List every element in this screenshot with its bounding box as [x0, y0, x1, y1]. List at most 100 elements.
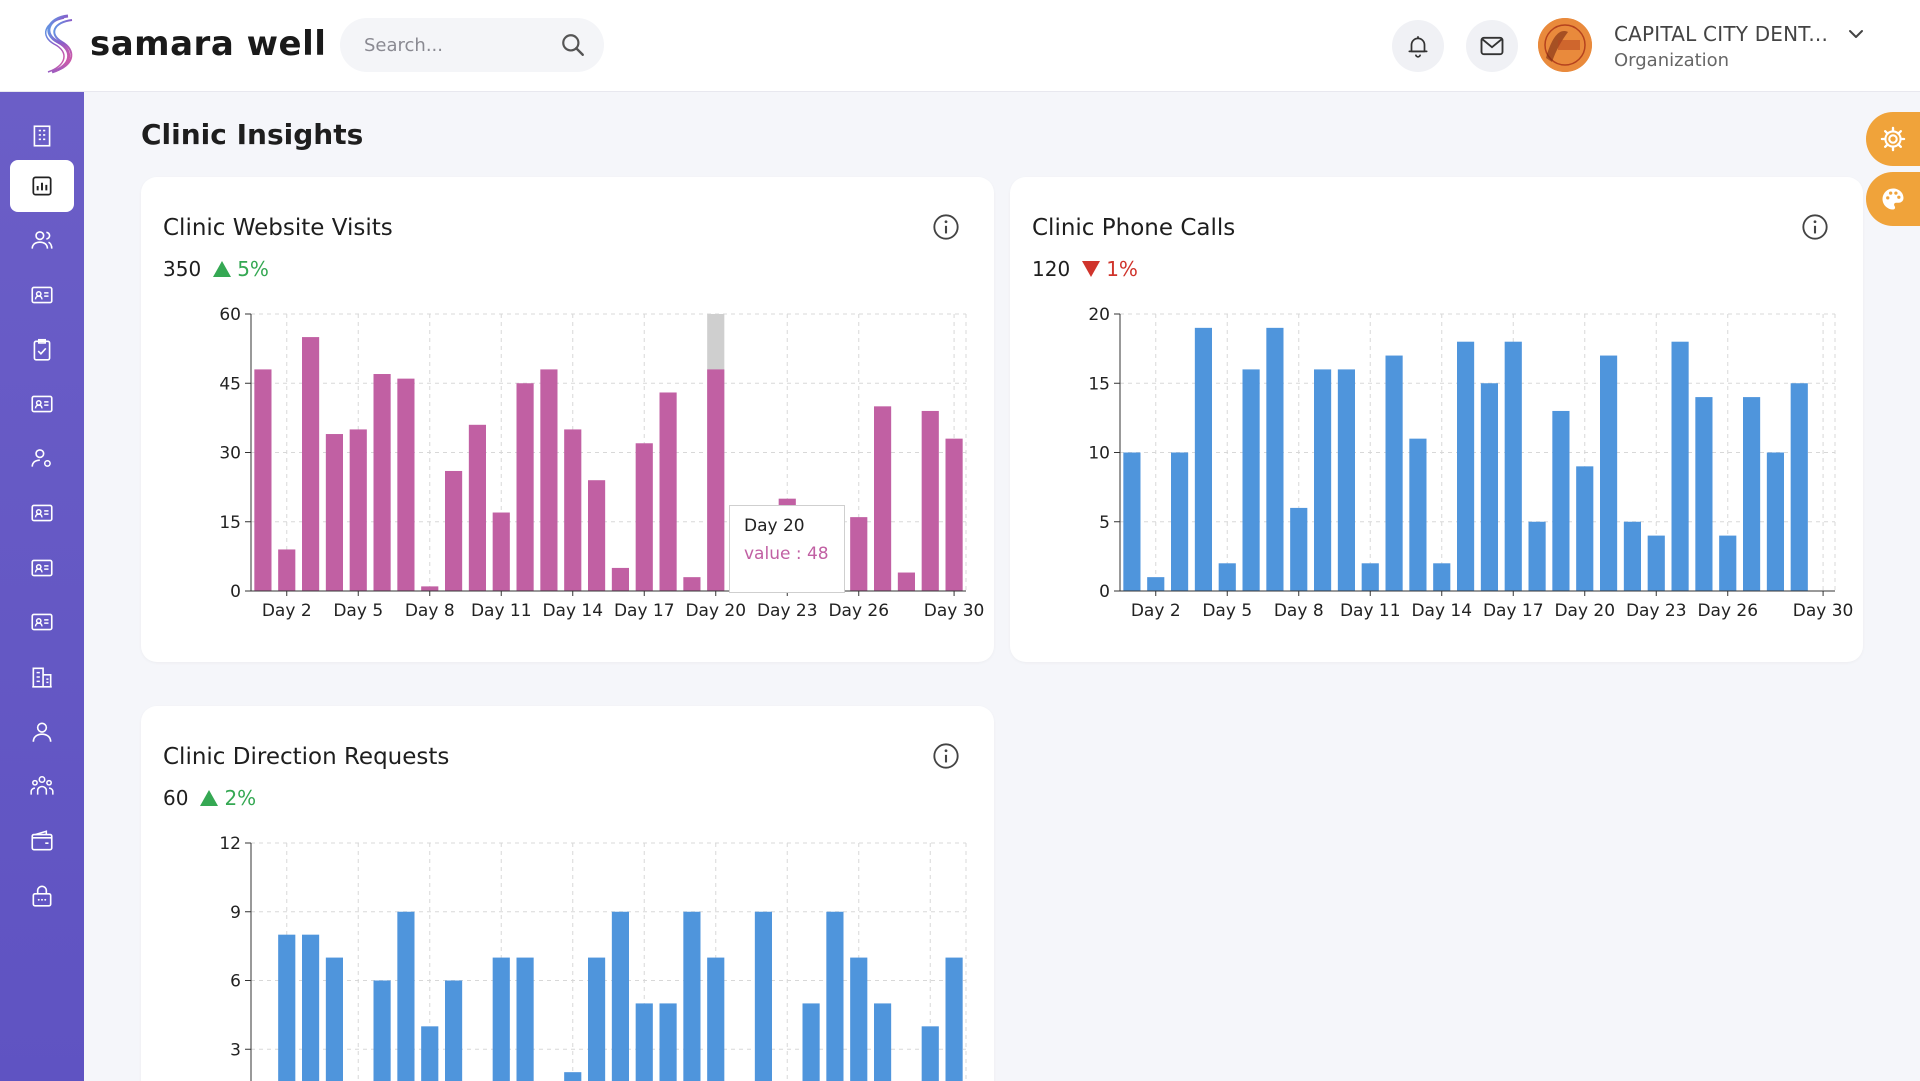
sidebar-item-tasks[interactable]: [10, 324, 74, 376]
lock-icon: [32, 885, 52, 907]
sidebar-item-insights[interactable]: [10, 160, 74, 212]
bar-day-27: [874, 1003, 892, 1081]
sidebar-item-clinics[interactable]: [10, 110, 74, 162]
chart-icon: [32, 176, 52, 196]
search-input[interactable]: [364, 32, 554, 58]
bar-day-17: [1504, 341, 1522, 591]
x-tick-label: Day 17: [1483, 601, 1544, 621]
chevron-down-icon[interactable]: [1846, 24, 1866, 44]
y-tick-label: 15: [219, 513, 241, 533]
x-tick-label: Day 30: [924, 601, 985, 621]
bar-day-22: [1623, 521, 1641, 591]
bar-day-11: [492, 957, 510, 1081]
x-tick-label: Day 11: [1340, 601, 1401, 621]
bar-day-18: [659, 1003, 677, 1081]
x-tick-label: Day 5: [1202, 601, 1252, 621]
y-tick-label: 45: [219, 374, 241, 394]
app-logo[interactable]: samara well: [38, 12, 326, 76]
y-tick-label: 60: [219, 305, 241, 325]
bar-day-2: [1147, 577, 1165, 591]
bar-day-5: [1218, 563, 1236, 591]
x-tick-label: Day 23: [757, 601, 818, 621]
sidebar-item-team[interactable]: [10, 760, 74, 812]
x-tick-label: Day 26: [828, 601, 889, 621]
sidebar-item-cards-3[interactable]: [10, 487, 74, 539]
website-visits-card: Clinic Website Visits 350 5% 0 15 30 45 60 Da…: [141, 177, 994, 662]
y-tick-label: 9: [230, 903, 241, 923]
bar-day-11: [1361, 563, 1379, 591]
bar-day-25: [1695, 397, 1713, 591]
bell-icon: [1408, 36, 1428, 58]
sidebar-item-users[interactable]: [10, 214, 74, 266]
bar-day-20: [1576, 466, 1594, 591]
bar-day-10: [468, 424, 486, 591]
bar-day-14: [564, 1072, 582, 1081]
bar-day-15: [588, 480, 606, 591]
bar-day-8: [421, 1026, 439, 1081]
x-tick-label: Day 26: [1697, 601, 1758, 621]
bar-day-4: [1194, 327, 1212, 591]
x-tick-label: Day 23: [1626, 601, 1687, 621]
sidebar-item-profile[interactable]: [10, 706, 74, 758]
sidebar-item-organization[interactable]: [10, 651, 74, 703]
search-bar[interactable]: [340, 18, 604, 72]
y-tick-label: 3: [230, 1040, 241, 1060]
logo-swirl-icon: [44, 14, 73, 74]
stat-value: 120: [1032, 257, 1071, 281]
top-header: samara well CAPITAL CITY DENT... Orga: [0, 0, 1920, 92]
bar-day-4: [325, 957, 343, 1081]
x-tick-label: Day 17: [614, 601, 675, 621]
bar-day-29: [921, 410, 939, 591]
bar-day-6: [1242, 369, 1260, 591]
bar-day-19: [1552, 410, 1570, 591]
bar-day-12: [516, 383, 534, 591]
clipboard-check-icon: [33, 338, 51, 361]
notifications-button[interactable]: [1392, 20, 1444, 72]
bar-day-9: [445, 980, 463, 1081]
bar-day-26: [1719, 535, 1737, 591]
sidebar-item-billing[interactable]: [10, 815, 74, 867]
y-tick-label: 20: [1088, 305, 1110, 325]
bar-day-13: [540, 369, 558, 591]
y-tick-label: 0: [1099, 582, 1110, 602]
sidebar: [0, 92, 84, 1081]
trend-up-icon: [213, 261, 232, 277]
sidebar-item-cards-1[interactable]: [10, 269, 74, 321]
x-tick-label: Day 2: [262, 601, 312, 621]
stat-percent: 2%: [224, 786, 257, 810]
sidebar-item-security[interactable]: [10, 870, 74, 922]
info-icon[interactable]: [932, 213, 960, 241]
x-tick-label: Day 2: [1131, 601, 1181, 621]
card-stat: 120 1%: [1032, 257, 1138, 281]
bar-day-16: [611, 567, 629, 591]
bar-day-27: [874, 406, 892, 591]
sidebar-item-cards-2[interactable]: [10, 378, 74, 430]
chart-tooltip: Day 20 value : 48: [729, 505, 845, 593]
y-tick-label: 15: [1088, 374, 1110, 394]
bar-day-26: [850, 957, 868, 1081]
info-icon[interactable]: [932, 742, 960, 770]
bar-day-30: [945, 957, 963, 1081]
bar-day-27: [1743, 397, 1761, 591]
phone-calls-chart: 0 5 10 15 20 Day 2 Day 5 Day 8 Day 11 Day 14 Day 1…: [1088, 305, 1853, 621]
sidebar-item-cards-4[interactable]: [10, 542, 74, 594]
messages-button[interactable]: [1466, 20, 1518, 72]
x-tick-label: Day 20: [1554, 601, 1615, 621]
sidebar-item-user-settings[interactable]: [10, 432, 74, 484]
gear-icon: [1880, 126, 1906, 152]
theme-tab[interactable]: [1866, 172, 1920, 226]
organization-avatar[interactable]: [1538, 18, 1592, 72]
sidebar-item-cards-5[interactable]: [10, 596, 74, 648]
id-card-icon: [31, 559, 53, 577]
search-icon[interactable]: [560, 32, 586, 58]
team-icon: [30, 776, 54, 795]
bar-day-1: [254, 369, 272, 591]
organization-name[interactable]: CAPITAL CITY DENT...: [1614, 22, 1829, 46]
office-building-icon: [32, 667, 52, 688]
bar-day-10: [1337, 369, 1355, 591]
bar-day-3: [302, 337, 320, 591]
bar-day-7: [1266, 327, 1284, 591]
settings-tab[interactable]: [1866, 112, 1920, 166]
id-card-icon: [31, 286, 53, 304]
info-icon[interactable]: [1801, 213, 1829, 241]
